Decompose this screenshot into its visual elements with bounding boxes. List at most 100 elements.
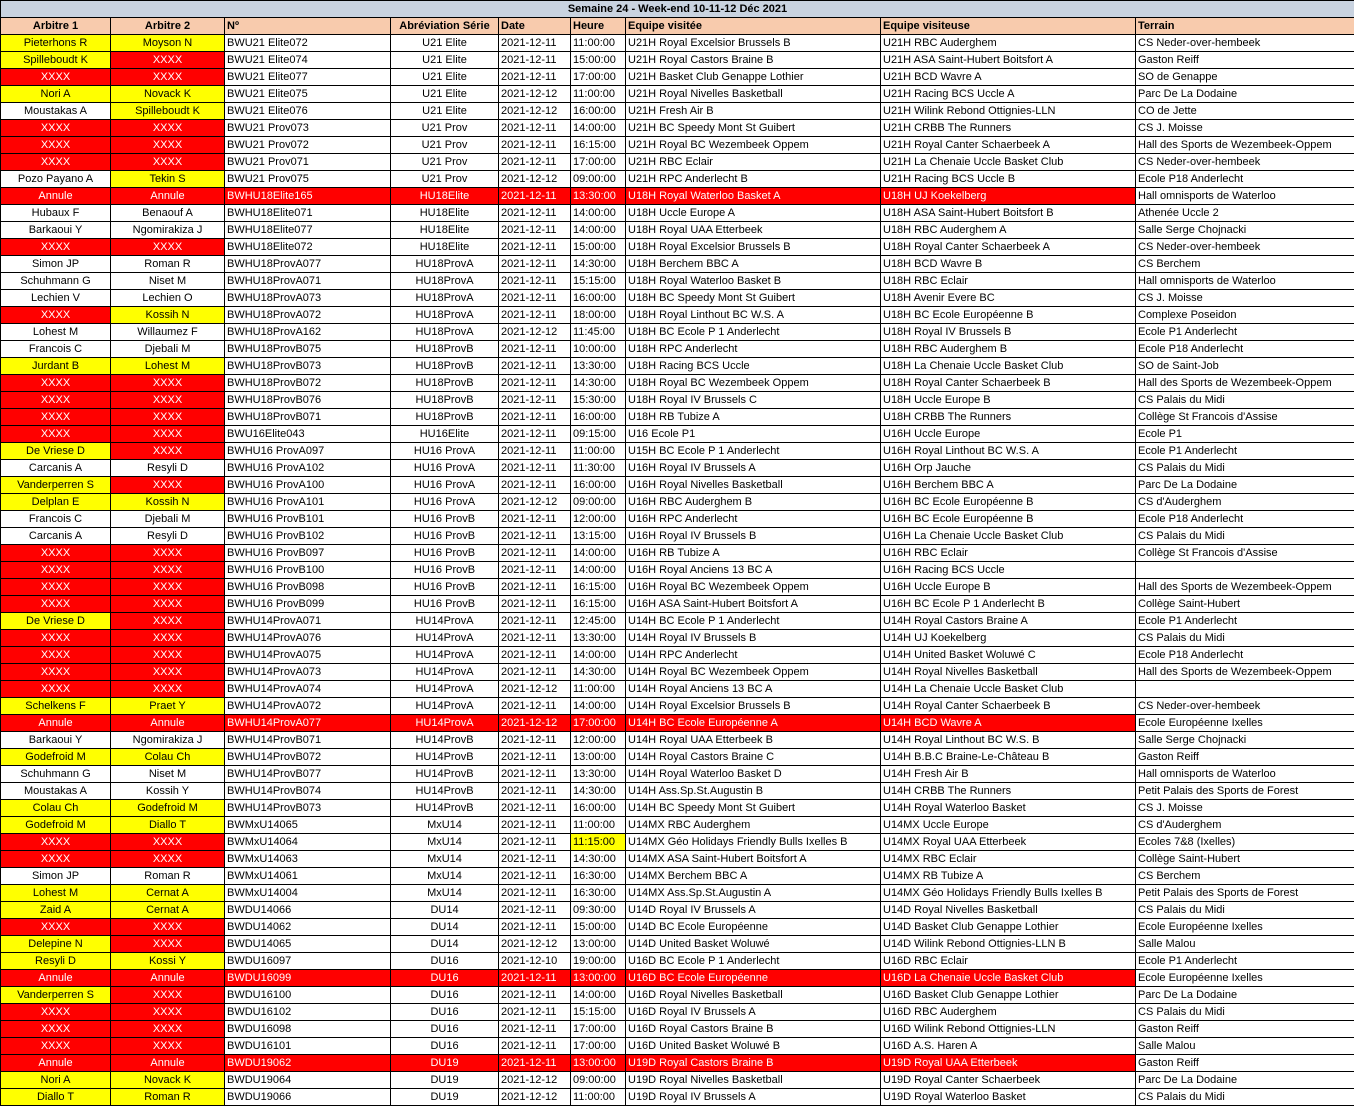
cell-match-number[interactable]: BWHU18Elite165 bbox=[224, 187, 391, 205]
cell-serie[interactable]: DU19 bbox=[390, 1054, 499, 1072]
cell-heure[interactable]: 09:00:00 bbox=[570, 170, 626, 188]
cell-match-number[interactable]: BWDU14065 bbox=[224, 935, 391, 953]
cell-equipe-visiteuse[interactable]: U16H Uccle Europe B bbox=[880, 578, 1136, 596]
cell-equipe-visiteuse[interactable]: U14H B.B.C Braine-Le-Château B bbox=[880, 748, 1136, 766]
cell-equipe-visitee[interactable]: U18H Uccle Europe A bbox=[625, 204, 881, 222]
cell-arbitre-2[interactable]: Tekin S bbox=[110, 170, 225, 188]
cell-match-number[interactable]: BWHU18Elite077 bbox=[224, 221, 391, 239]
cell-heure[interactable]: 14:00:00 bbox=[570, 119, 626, 137]
cell-equipe-visitee[interactable]: U21H Basket Club Genappe Lothier bbox=[625, 68, 881, 86]
cell-equipe-visitee[interactable]: U14D United Basket Woluwé bbox=[625, 935, 881, 953]
cell-arbitre-2[interactable]: XXXX bbox=[110, 646, 225, 664]
cell-equipe-visiteuse[interactable]: U14H UJ Koekelberg bbox=[880, 629, 1136, 647]
cell-serie[interactable]: DU16 bbox=[390, 969, 499, 987]
cell-equipe-visitee[interactable]: U21H Royal Castors Braine B bbox=[625, 51, 881, 69]
cell-terrain[interactable]: SO de Saint-Job bbox=[1134, 357, 1354, 375]
cell-date[interactable]: 2021-12-11 bbox=[498, 51, 571, 69]
cell-date[interactable]: 2021-12-11 bbox=[498, 306, 571, 324]
cell-equipe-visitee[interactable]: U18H Berchem BBC A bbox=[625, 255, 881, 273]
cell-date[interactable]: 2021-12-11 bbox=[498, 374, 571, 392]
cell-arbitre-2[interactable]: Annule bbox=[110, 714, 225, 732]
cell-equipe-visitee[interactable]: U16H Royal BC Wezembeek Oppem bbox=[625, 578, 881, 596]
cell-date[interactable]: 2021-12-11 bbox=[498, 255, 571, 273]
cell-match-number[interactable]: BWHU18ProvA071 bbox=[224, 272, 391, 290]
cell-arbitre-2[interactable]: Kossi Y bbox=[110, 952, 225, 970]
cell-terrain[interactable]: Ecole P1 Anderlecht bbox=[1134, 612, 1354, 630]
cell-serie[interactable]: DU16 bbox=[390, 1003, 499, 1021]
cell-terrain[interactable]: Parc De La Dodaine bbox=[1134, 986, 1354, 1004]
cell-serie[interactable]: HU14ProvA bbox=[390, 646, 499, 664]
cell-match-number[interactable]: BWHU16 ProvB101 bbox=[224, 510, 391, 528]
cell-arbitre-2[interactable]: Annule bbox=[110, 1054, 225, 1072]
cell-serie[interactable]: U21 Prov bbox=[390, 136, 499, 154]
cell-equipe-visitee[interactable]: U21H Royal Nivelles Basketball bbox=[625, 85, 881, 103]
cell-equipe-visiteuse[interactable]: U18H CRBB The Runners bbox=[880, 408, 1136, 426]
cell-date[interactable]: 2021-12-11 bbox=[498, 459, 571, 477]
cell-arbitre-1[interactable]: Resyli D bbox=[0, 952, 111, 970]
cell-serie[interactable]: HU16 ProvA bbox=[390, 476, 499, 494]
cell-match-number[interactable]: BWHU14ProvA075 bbox=[224, 646, 391, 664]
cell-equipe-visiteuse[interactable]: U21H Wilink Rebond Ottignies-LLN bbox=[880, 102, 1136, 120]
cell-match-number[interactable]: BWHU14ProvB072 bbox=[224, 748, 391, 766]
cell-arbitre-1[interactable]: Francois C bbox=[0, 510, 111, 528]
cell-date[interactable]: 2021-12-11 bbox=[498, 731, 571, 749]
cell-date[interactable]: 2021-12-11 bbox=[498, 629, 571, 647]
cell-match-number[interactable]: BWHU18ProvB071 bbox=[224, 408, 391, 426]
cell-serie[interactable]: HU16 ProvA bbox=[390, 493, 499, 511]
cell-heure[interactable]: 16:00:00 bbox=[570, 476, 626, 494]
cell-equipe-visitee[interactable]: U14D Royal IV Brussels A bbox=[625, 901, 881, 919]
cell-equipe-visiteuse[interactable]: U21H RBC Auderghem bbox=[880, 34, 1136, 52]
cell-date[interactable]: 2021-12-11 bbox=[498, 425, 571, 443]
cell-equipe-visitee[interactable]: U14MX ASA Saint-Hubert Boitsfort A bbox=[625, 850, 881, 868]
cell-terrain[interactable]: CS Palais du Midi bbox=[1134, 629, 1354, 647]
cell-heure[interactable]: 16:30:00 bbox=[570, 884, 626, 902]
cell-arbitre-2[interactable]: Lohest M bbox=[110, 357, 225, 375]
cell-date[interactable]: 2021-12-11 bbox=[498, 799, 571, 817]
cell-terrain[interactable]: Petit Palais des Sports de Forest bbox=[1134, 884, 1354, 902]
cell-heure[interactable]: 14:00:00 bbox=[570, 986, 626, 1004]
cell-date[interactable]: 2021-12-12 bbox=[498, 1088, 571, 1106]
cell-equipe-visiteuse[interactable]: U21H ASA Saint-Hubert Boitsfort A bbox=[880, 51, 1136, 69]
cell-arbitre-1[interactable]: Carcanis A bbox=[0, 527, 111, 545]
column-header-date[interactable]: Date bbox=[498, 17, 571, 35]
cell-terrain[interactable] bbox=[1134, 561, 1354, 579]
cell-equipe-visiteuse[interactable]: U14MX Royal UAA Etterbeek bbox=[880, 833, 1136, 851]
cell-arbitre-1[interactable]: XXXX bbox=[0, 578, 111, 596]
cell-date[interactable]: 2021-12-11 bbox=[498, 544, 571, 562]
column-header-equipe-visiteuse[interactable]: Equipe visiteuse bbox=[880, 17, 1136, 35]
cell-match-number[interactable]: BWU21 Elite074 bbox=[224, 51, 391, 69]
cell-match-number[interactable]: BWHU14ProvB071 bbox=[224, 731, 391, 749]
cell-serie[interactable]: HU14ProvB bbox=[390, 782, 499, 800]
cell-match-number[interactable]: BWHU18ProvB076 bbox=[224, 391, 391, 409]
cell-heure[interactable]: 16:30:00 bbox=[570, 867, 626, 885]
cell-terrain[interactable]: CS Palais du Midi bbox=[1134, 1003, 1354, 1021]
cell-heure[interactable]: 11:00:00 bbox=[570, 680, 626, 698]
cell-date[interactable]: 2021-12-11 bbox=[498, 578, 571, 596]
cell-serie[interactable]: HU14ProvA bbox=[390, 612, 499, 630]
cell-terrain[interactable]: Parc De La Dodaine bbox=[1134, 476, 1354, 494]
cell-serie[interactable]: HU18ProvA bbox=[390, 289, 499, 307]
cell-arbitre-2[interactable]: XXXX bbox=[110, 153, 225, 171]
cell-serie[interactable]: MxU14 bbox=[390, 850, 499, 868]
cell-terrain[interactable]: CS Berchem bbox=[1134, 867, 1354, 885]
cell-date[interactable]: 2021-12-12 bbox=[498, 102, 571, 120]
cell-equipe-visitee[interactable]: U21H Royal BC Wezembeek Oppem bbox=[625, 136, 881, 154]
cell-match-number[interactable]: BWHU14ProvA074 bbox=[224, 680, 391, 698]
cell-equipe-visiteuse[interactable]: U14H Royal Castors Braine A bbox=[880, 612, 1136, 630]
cell-arbitre-1[interactable]: De Vriese D bbox=[0, 612, 111, 630]
cell-equipe-visitee[interactable]: U19D Royal Castors Braine B bbox=[625, 1054, 881, 1072]
cell-arbitre-1[interactable]: XXXX bbox=[0, 408, 111, 426]
cell-arbitre-1[interactable]: XXXX bbox=[0, 833, 111, 851]
cell-arbitre-1[interactable]: Annule bbox=[0, 714, 111, 732]
cell-equipe-visiteuse[interactable]: U18H ASA Saint-Hubert Boitsfort B bbox=[880, 204, 1136, 222]
cell-heure[interactable]: 13:30:00 bbox=[570, 187, 626, 205]
cell-heure[interactable]: 13:00:00 bbox=[570, 748, 626, 766]
cell-equipe-visitee[interactable]: U18H Royal Excelsior Brussels B bbox=[625, 238, 881, 256]
cell-heure[interactable]: 18:00:00 bbox=[570, 306, 626, 324]
cell-match-number[interactable]: BWU21 Prov075 bbox=[224, 170, 391, 188]
cell-serie[interactable]: DU16 bbox=[390, 1037, 499, 1055]
cell-arbitre-1[interactable]: XXXX bbox=[0, 595, 111, 613]
cell-equipe-visiteuse[interactable]: U14D Wilink Rebond Ottignies-LLN B bbox=[880, 935, 1136, 953]
cell-arbitre-1[interactable]: Lohest M bbox=[0, 884, 111, 902]
cell-terrain[interactable]: Salle Malou bbox=[1134, 1037, 1354, 1055]
